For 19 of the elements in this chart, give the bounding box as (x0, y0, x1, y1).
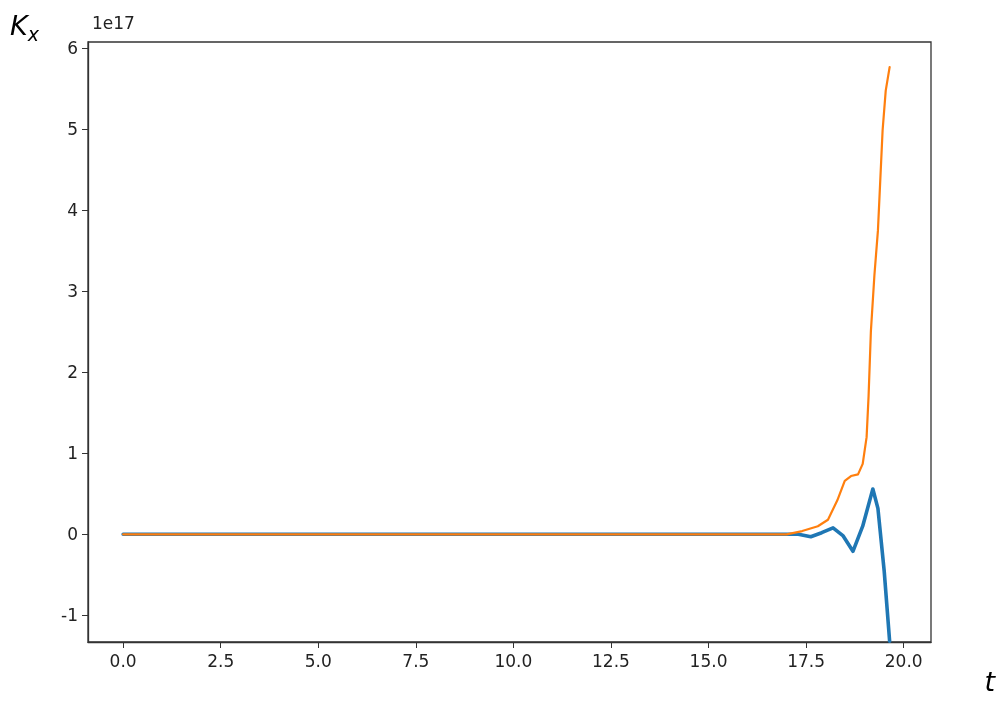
y-tick-label: 3 (67, 281, 78, 302)
y-tick-label: 1 (67, 443, 78, 464)
y-tick-label: -1 (61, 605, 78, 626)
x-tick-label: 20.0 (884, 650, 923, 671)
y-tick-label: 6 (67, 38, 78, 59)
y-tick-label: 4 (67, 200, 78, 221)
x-tick-label: 12.5 (592, 650, 630, 671)
x-tick-label: 15.0 (689, 650, 728, 671)
x-tick-label: 5.0 (304, 650, 332, 671)
y-tick-label: 0 (67, 524, 78, 545)
x-tick-label: 10.0 (494, 650, 533, 671)
x-tick-label: 2.5 (207, 650, 235, 671)
x-tick-label: 17.5 (787, 650, 826, 671)
x-tick-label: 7.5 (402, 650, 430, 671)
x-tick-label: 0.0 (109, 650, 137, 671)
y-tick-label: 5 (67, 119, 78, 140)
x-axis-title: t (984, 666, 997, 697)
text: 1e17 (92, 12, 135, 33)
y-tick-label: 2 (67, 362, 78, 383)
